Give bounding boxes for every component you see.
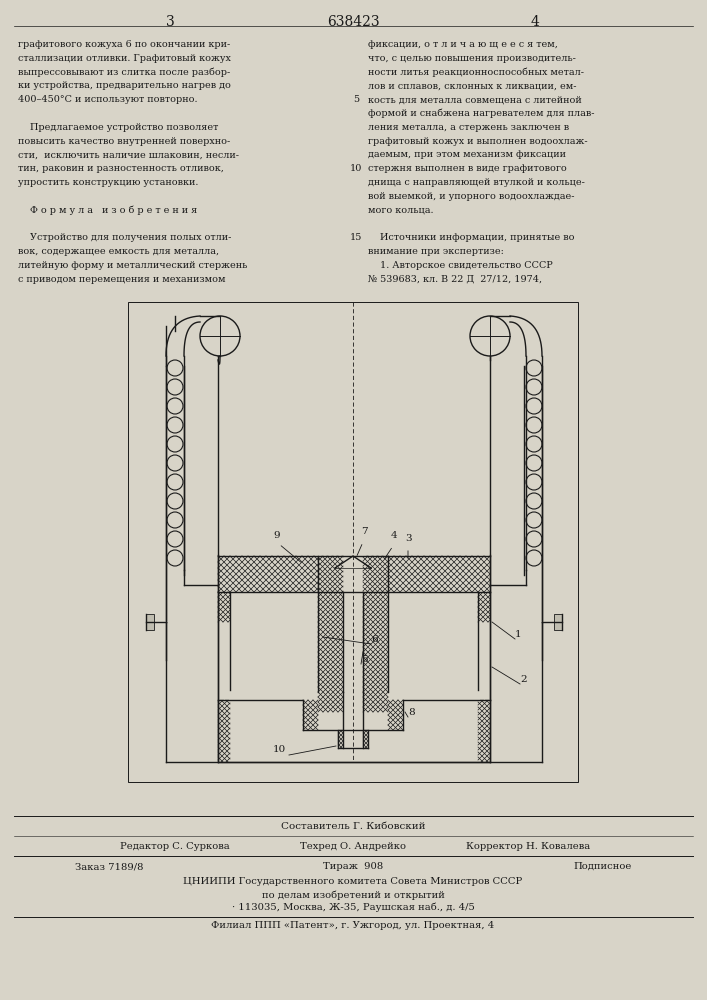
Text: 6: 6 [371,635,378,644]
Text: что, с целью повышения производитель-: что, с целью повышения производитель- [368,54,576,63]
Bar [146,614,154,630]
Text: с приводом перемещения и механизмом: с приводом перемещения и механизмом [18,275,226,284]
Text: графитовый кожух и выполнен водоохлаж-: графитовый кожух и выполнен водоохлаж- [368,137,588,146]
Text: Заказ 7189/8: Заказ 7189/8 [75,862,144,871]
Text: ЦНИИПИ Государственного комитета Совета Министров СССР: ЦНИИПИ Государственного комитета Совета … [183,877,522,886]
Text: 5: 5 [353,95,359,104]
Text: Ф о р м у л а   и з о б р е т е н и я: Ф о р м у л а и з о б р е т е н и я [18,206,197,215]
Text: Предлагаемое устройство позволяет: Предлагаемое устройство позволяет [18,123,218,132]
Text: мого кольца.: мого кольца. [368,206,433,215]
Text: 9: 9 [273,531,280,540]
Text: вой выемкой, и упорного водоохлаждае-: вой выемкой, и упорного водоохлаждае- [368,192,575,201]
Text: Составитель Г. Кибовский: Составитель Г. Кибовский [281,822,425,831]
Text: 2: 2 [520,675,527,684]
Text: фиксации, о т л и ч а ю щ е е с я тем,: фиксации, о т л и ч а ю щ е е с я тем, [368,40,558,49]
Text: 4: 4 [391,531,397,540]
Text: по делам изобретений и открытий: по делам изобретений и открытий [262,890,445,900]
Text: · 113035, Москва, Ж-35, Раушская наб., д. 4/5: · 113035, Москва, Ж-35, Раушская наб., д… [232,903,474,912]
Text: 7: 7 [361,527,368,536]
Text: 15: 15 [350,233,362,242]
Text: Редактор С. Суркова: Редактор С. Суркова [120,842,230,851]
Text: даемым, при этом механизм фиксации: даемым, при этом механизм фиксации [368,150,566,159]
Text: формой и снабжена нагревателем для плав-: формой и снабжена нагревателем для плав- [368,109,595,118]
Text: 3: 3 [165,15,175,29]
Text: 1: 1 [515,630,522,639]
Text: Техред О. Андрейко: Техред О. Андрейко [300,842,406,851]
Text: сти,  исключить наличие шлаковин, несли-: сти, исключить наличие шлаковин, несли- [18,150,239,159]
Text: упростить конструкцию установки.: упростить конструкцию установки. [18,178,199,187]
Text: кость для металла совмещена с литейной: кость для металла совмещена с литейной [368,95,582,104]
Text: 3: 3 [405,534,411,543]
Text: № 539683, кл. В 22 Д  27/12, 1974,: № 539683, кл. В 22 Д 27/12, 1974, [368,275,542,284]
Text: графитового кожуха 6 по окончании кри-: графитового кожуха 6 по окончании кри- [18,40,230,49]
Text: повысить качество внутренней поверхно-: повысить качество внутренней поверхно- [18,137,230,146]
Text: тин, раковин и разностенность отливок,: тин, раковин и разностенность отливок, [18,164,224,173]
Text: 5: 5 [361,655,368,664]
Bar [554,614,562,630]
Text: литейную форму и металлический стержень: литейную форму и металлический стержень [18,261,247,270]
Text: ления металла, а стержень заключен в: ления металла, а стержень заключен в [368,123,569,132]
Text: стержня выполнен в виде графитового: стержня выполнен в виде графитового [368,164,567,173]
Text: 638423: 638423 [327,15,380,29]
Text: вок, содержащее емкость для металла,: вок, содержащее емкость для металла, [18,247,219,256]
Text: 400–450°C и используют повторно.: 400–450°C и используют повторно. [18,95,197,104]
Text: выпрессовывают из слитка после разбор-: выпрессовывают из слитка после разбор- [18,68,230,77]
Bar [128,302,578,782]
Text: Корректор Н. Ковалева: Корректор Н. Ковалева [466,842,590,851]
Text: Филиал ППП «Патент», г. Ужгород, ул. Проектная, 4: Филиал ППП «Патент», г. Ужгород, ул. Про… [211,921,495,930]
Text: 1. Авторское свидетельство СССР: 1. Авторское свидетельство СССР [368,261,553,270]
Text: Источники информации, принятые во: Источники информации, принятые во [368,233,575,242]
Text: днища с направляющей втулкой и кольце-: днища с направляющей втулкой и кольце- [368,178,585,187]
Text: Устройство для получения полых отли-: Устройство для получения полых отли- [18,233,231,242]
Text: 4: 4 [530,15,539,29]
Text: Подписное: Подписное [573,862,632,871]
Text: ности литья реакционноспособных метал-: ности литья реакционноспособных метал- [368,68,584,77]
Text: 10: 10 [350,164,362,173]
Text: лов и сплавов, склонных к ликвации, ем-: лов и сплавов, склонных к ликвации, ем- [368,81,576,90]
Text: 10: 10 [273,745,286,754]
Text: сталлизации отливки. Графитовый кожух: сталлизации отливки. Графитовый кожух [18,54,231,63]
Text: 8: 8 [408,708,414,717]
Text: внимание при экспертизе:: внимание при экспертизе: [368,247,504,256]
Text: Тираж  908: Тираж 908 [323,862,383,871]
Text: ки устройства, предварительно нагрев до: ки устройства, предварительно нагрев до [18,81,231,90]
